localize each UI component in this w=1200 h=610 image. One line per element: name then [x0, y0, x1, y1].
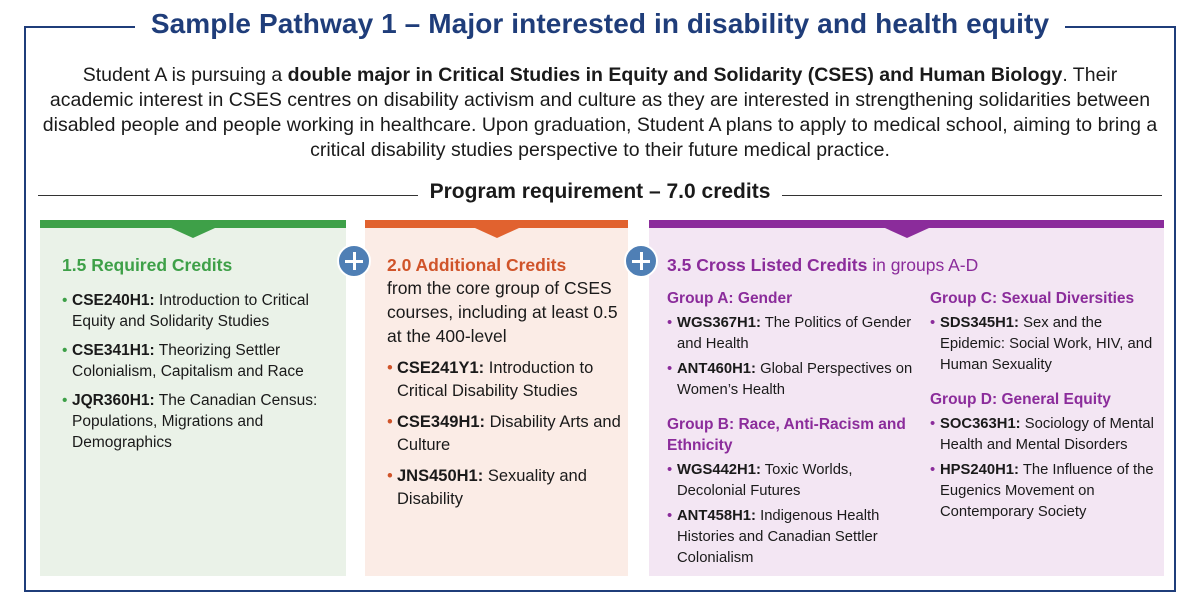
- list-item: SOC363H1: Sociology of Mental Health and…: [930, 414, 1155, 456]
- course-code: ANT458H1:: [677, 508, 756, 524]
- group-title: Group A: Gender: [667, 290, 793, 307]
- list-item: CSE349H1: Disability Arts and Culture: [387, 411, 623, 457]
- list-item: CSE240H1: Introduction to Critical Equit…: [62, 290, 332, 332]
- additional-course-list: CSE241Y1: Introduction to Critical Disab…: [387, 357, 623, 511]
- cross-listed-panel-notch: [884, 228, 929, 238]
- course-code: HPS240H1:: [940, 462, 1019, 478]
- intro-text-start: Student A is pursuing a: [82, 64, 288, 86]
- course-code: ANT460H1:: [677, 361, 756, 377]
- list-item: HPS240H1: The Influence of the Eugenics …: [930, 460, 1155, 523]
- cross-listed-credits-panel: 3.5 Cross Listed Credits in groups A-D G…: [649, 220, 1164, 576]
- group-title: Group B: Race, Anti-Racism and Ethnicity: [667, 416, 906, 454]
- course-code: WGS367H1:: [677, 315, 761, 331]
- additional-credits-heading: 2.0 Additional Credits: [387, 255, 567, 275]
- group-b: Group B: Race, Anti-Racism and Ethnicity…: [667, 414, 917, 573]
- intro-text-end: . Their academic interest in CSES centre…: [42, 64, 1158, 161]
- course-name: Introduction to Critical Equity and Soli…: [72, 292, 309, 330]
- course-code: CSE349H1:: [397, 413, 486, 431]
- required-panel-bar: [40, 220, 346, 228]
- intro-text-bold: double major in Critical Studies in Equi…: [287, 64, 1063, 86]
- cross-listed-heading-rest: in groups A-D: [867, 255, 979, 275]
- group-c: Group C: Sexual Diversities SDS345H1: Se…: [930, 288, 1155, 380]
- course-name: The Canadian Census: Populations, Migrat…: [72, 392, 318, 451]
- group-course-list: WGS442H1: Toxic Worlds, Decolonial Futur…: [667, 460, 917, 569]
- required-credits-panel: 1.5 Required Credits CSE240H1: Introduct…: [40, 220, 346, 576]
- course-code: WGS442H1:: [677, 462, 761, 478]
- required-credits-heading: 1.5 Required Credits: [62, 255, 233, 275]
- course-code: CSE341H1:: [72, 342, 155, 359]
- course-name: Disability Arts and Culture: [397, 413, 621, 454]
- course-code: JNS450H1:: [397, 467, 484, 485]
- course-name: Introduction to Critical Disability Stud…: [397, 359, 594, 400]
- list-item: JQR360H1: The Canadian Census: Populatio…: [62, 390, 332, 453]
- list-item: JNS450H1: Sexuality and Disability: [387, 465, 623, 511]
- course-code: SDS345H1:: [940, 315, 1019, 331]
- course-name: Sexuality and Disability: [397, 467, 587, 508]
- list-item: CSE341H1: Theorizing Settler Colonialism…: [62, 340, 332, 382]
- course-name: Sociology of Mental Health and Mental Di…: [940, 416, 1154, 453]
- list-item: ANT458H1: Indigenous Health Histories an…: [667, 506, 917, 569]
- additional-panel-bar: [365, 220, 628, 228]
- required-course-list: CSE240H1: Introduction to Critical Equit…: [62, 290, 332, 453]
- required-panel-notch: [171, 228, 215, 238]
- plus-circle-icon: [337, 244, 371, 278]
- additional-credits-description: from the core group of CSES courses, inc…: [387, 278, 618, 346]
- list-item: WGS367H1: The Politics of Gender and Hea…: [667, 313, 917, 355]
- program-requirement-heading: Program requirement – 7.0 credits: [417, 180, 783, 204]
- group-title: Group D: General Equity: [930, 391, 1111, 408]
- group-course-list: SDS345H1: Sex and the Epidemic: Social W…: [930, 313, 1155, 376]
- course-name: Indigenous Health Histories and Canadian…: [677, 508, 880, 566]
- additional-credits-panel: 2.0 Additional Credits from the core gro…: [365, 220, 628, 576]
- course-name: Sex and the Epidemic: Social Work, HIV, …: [940, 315, 1153, 373]
- course-code: JQR360H1:: [72, 392, 155, 409]
- list-item: ANT460H1: Global Perspectives on Women’s…: [667, 359, 917, 401]
- intro-paragraph: Student A is pursuing a double major in …: [40, 63, 1160, 163]
- course-name: Global Perspectives on Women’s Health: [677, 361, 913, 398]
- cross-listed-heading: 3.5 Cross Listed Credits: [667, 255, 868, 275]
- list-item: WGS442H1: Toxic Worlds, Decolonial Futur…: [667, 460, 917, 502]
- course-name: Toxic Worlds, Decolonial Futures: [677, 462, 853, 499]
- cross-listed-panel-bar: [649, 220, 1164, 228]
- course-name: The Politics of Gender and Health: [677, 315, 912, 352]
- course-code: SOC363H1:: [940, 416, 1021, 432]
- group-title: Group C: Sexual Diversities: [930, 290, 1135, 307]
- group-a: Group A: Gender WGS367H1: The Politics o…: [667, 288, 917, 405]
- plus-circle-icon: [624, 244, 658, 278]
- course-name: The Influence of the Eugenics Movement o…: [940, 462, 1154, 520]
- group-d: Group D: General Equity SOC363H1: Sociol…: [930, 389, 1155, 527]
- course-code: CSE241Y1:: [397, 359, 485, 377]
- list-item: CSE241Y1: Introduction to Critical Disab…: [387, 357, 623, 403]
- group-course-list: WGS367H1: The Politics of Gender and Hea…: [667, 313, 917, 401]
- group-course-list: SOC363H1: Sociology of Mental Health and…: [930, 414, 1155, 523]
- additional-panel-notch: [474, 228, 519, 238]
- course-code: CSE240H1:: [72, 292, 155, 309]
- page-title: Sample Pathway 1 – Major interested in d…: [134, 8, 1066, 40]
- course-name: Theorizing Settler Colonialism, Capitali…: [72, 342, 304, 380]
- list-item: SDS345H1: Sex and the Epidemic: Social W…: [930, 313, 1155, 376]
